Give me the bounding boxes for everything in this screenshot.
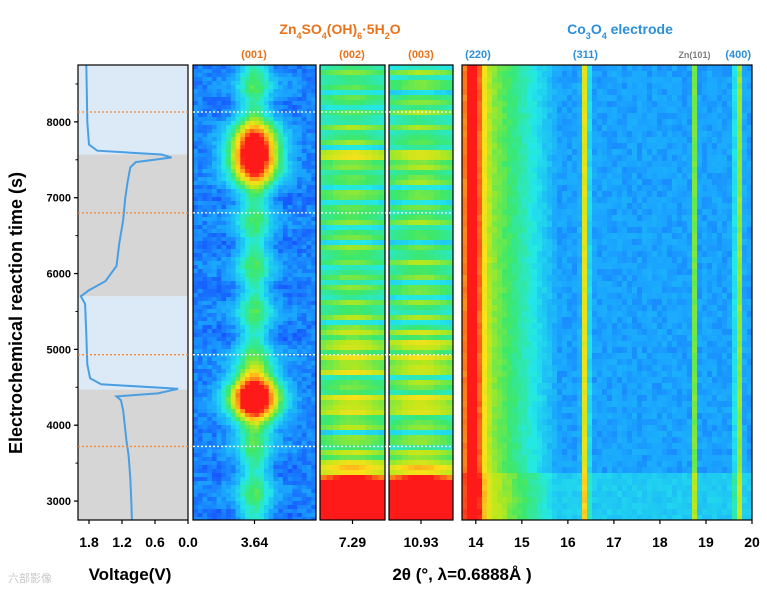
- heatmap-001: [193, 65, 316, 520]
- y-tick-label: 3000: [47, 496, 71, 508]
- y-tick-label: 5000: [47, 344, 71, 356]
- two-theta-tick-label: 16: [560, 534, 576, 550]
- y-axis-label: Electrochemical reaction time (s): [6, 172, 26, 454]
- peak-label: Zn(101): [678, 50, 710, 60]
- peak-label: (311): [573, 49, 598, 61]
- y-tick-label: 6000: [47, 269, 71, 281]
- two-theta-axis-label: 2θ (°, λ=0.6888Å ): [392, 565, 531, 584]
- two-theta-tick-label: 10.93: [403, 534, 438, 550]
- two-theta-tick-label: 14: [468, 534, 484, 550]
- group-label-co3o4-electrode: Co3O4 electrode: [567, 21, 673, 41]
- charge-region: [78, 65, 188, 155]
- two-theta-tick-label: 3.64: [241, 534, 268, 550]
- discharge-region: [78, 154, 188, 297]
- peak-label: (220): [465, 49, 491, 61]
- voltage-tick-label: 1.2: [112, 534, 132, 550]
- voltage-profile-line: [79, 64, 179, 521]
- voltage-axis-label: Voltage(V): [89, 565, 172, 584]
- heatmap-002: [320, 65, 385, 520]
- voltage-panel-frame: [77, 64, 189, 521]
- watermark: 六部影像: [8, 572, 52, 585]
- peak-label: (003): [408, 49, 434, 61]
- peak-labels: (001) (002) (003) (220) (311) Zn(101) (400): [241, 49, 751, 61]
- y-tick-label: 4000: [47, 420, 71, 432]
- charge-region: [78, 296, 188, 390]
- heatmap-main: [462, 65, 752, 520]
- peak-label: (400): [725, 49, 751, 61]
- y-axis-ticks: 3000 4000 5000 6000 7000 8000: [47, 83, 78, 508]
- voltage-tick-label: 0.6: [145, 534, 165, 550]
- two-theta-tick-label: 20: [744, 534, 760, 550]
- x-axis-ticks: 1.8 1.2 0.6 0.0 3.64 7.29 10.93 14 15 16 17 18 19 20: [79, 520, 760, 550]
- two-theta-tick-label: 17: [606, 534, 622, 550]
- y-tick-label: 7000: [47, 193, 71, 205]
- heatmap-main-frame: [461, 64, 753, 521]
- group-label-zinc-hydroxide-sulfate: Zn4SO4(OH)6·5H2O: [279, 21, 400, 41]
- two-theta-tick-label: 15: [514, 534, 530, 550]
- heatmap-003: [389, 65, 453, 520]
- peak-label: (001): [241, 49, 267, 61]
- two-theta-tick-label: 18: [652, 534, 668, 550]
- discharge-region: [78, 389, 188, 520]
- time-markers: [78, 111, 453, 448]
- two-theta-tick-label: 7.29: [339, 534, 366, 550]
- voltage-tick-label: 1.8: [79, 534, 99, 550]
- two-theta-tick-label: 19: [698, 534, 714, 550]
- voltage-tick-label: 0.0: [178, 534, 198, 550]
- heatmap-panels: [192, 64, 753, 521]
- voltage-panel: [77, 64, 189, 521]
- y-tick-label: 8000: [47, 117, 71, 129]
- peak-label: (002): [339, 49, 365, 61]
